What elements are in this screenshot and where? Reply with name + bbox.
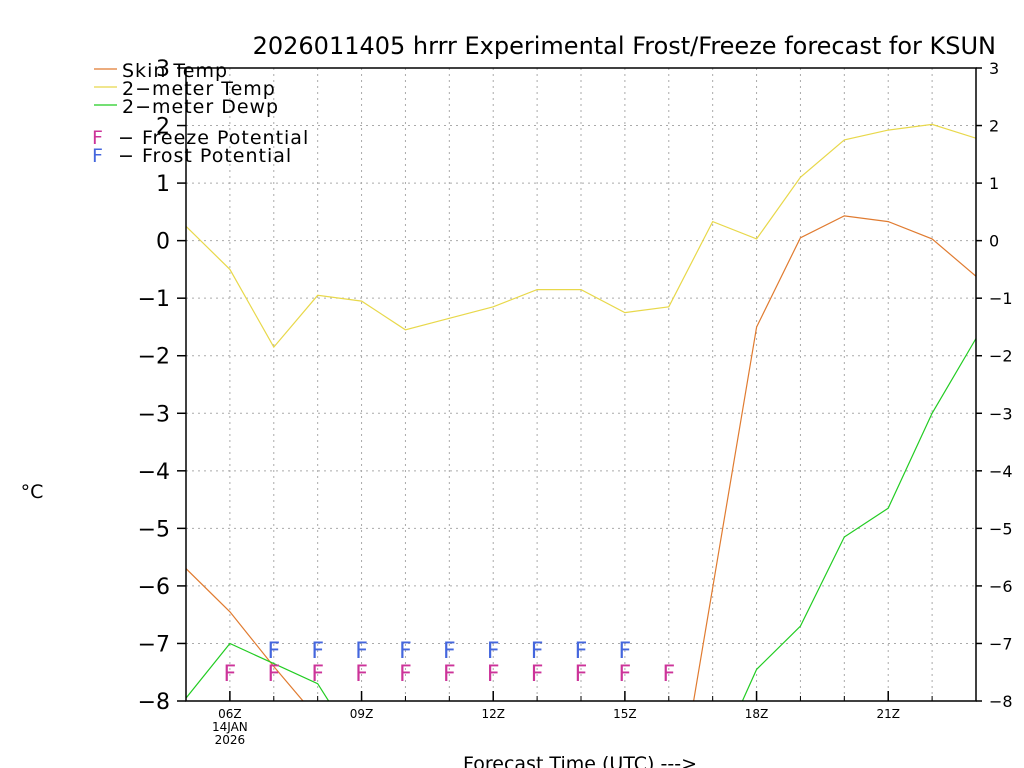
freeze-marker: F — [662, 662, 675, 687]
frost-marker: F — [399, 639, 412, 664]
y-tick-label-left: −2 — [138, 345, 170, 370]
frost-marker: F — [619, 639, 632, 664]
legend-marker-label: − Freeze Potential — [118, 127, 309, 149]
series-line-2-meter-dewp — [186, 338, 976, 701]
legend-marker-glyph: F — [92, 145, 103, 167]
y-tick-label-right: 2 — [989, 117, 999, 136]
y-tick-label-right: 0 — [989, 232, 999, 251]
freeze-marker: F — [487, 662, 500, 687]
y-tick-label-right: −8 — [989, 692, 1013, 711]
y-tick-label-right: 3 — [989, 59, 999, 78]
y-tick-label-left: −6 — [138, 575, 170, 600]
y-tick-label-left: −3 — [138, 402, 170, 427]
series-lines — [186, 123, 976, 701]
frost-marker: F — [311, 639, 324, 664]
freeze-marker: F — [355, 662, 368, 687]
frost-marker: F — [443, 639, 456, 664]
freeze-marker: F — [531, 662, 544, 687]
freeze-marker: F — [267, 662, 280, 687]
frost-marker: F — [355, 639, 368, 664]
y-tick-label-left: 0 — [156, 230, 170, 255]
y-tick-label-right: −1 — [989, 289, 1013, 308]
legend-marker-glyph: F — [92, 127, 103, 149]
frost-marker: F — [531, 639, 544, 664]
chart-title: 2026011405 hrrr Experimental Frost/Freez… — [253, 32, 996, 60]
y-tick-label-right: 1 — [989, 174, 999, 193]
legend-label: 2−meter Temp — [122, 78, 276, 100]
axes: 3 3 2 2 1 1 0 0 −1 −1 −2 −2 −3 −3 −4 −4 −5 −5 −6 −6 −7 −7 −8 −8… — [138, 57, 1013, 747]
series-line-skin-temp — [186, 215, 976, 701]
y-tick-label-left: −4 — [138, 460, 170, 485]
legend-label: Skin Temp — [122, 60, 228, 82]
freeze-marker: F — [443, 662, 456, 687]
y-tick-label-left: 2 — [156, 115, 170, 140]
x-tick-label: 15Z — [613, 707, 637, 721]
series-line-2-meter-temp — [186, 123, 976, 349]
y-axis-label: °C — [21, 481, 44, 503]
frost-marker: F — [575, 639, 588, 664]
legend-marker-label: − Frost Potential — [118, 145, 292, 167]
x-tick-label: 06Z — [218, 707, 242, 721]
x-tick-label: 14JAN — [212, 720, 248, 734]
x-tick-label: 09Z — [350, 707, 374, 721]
x-tick-label: 12Z — [481, 707, 505, 721]
frost-marker: F — [487, 639, 500, 664]
x-tick-label: 18Z — [745, 707, 769, 721]
y-tick-label-right: −5 — [989, 519, 1013, 538]
x-axis-label: Forecast Time (UTC) ---> — [463, 753, 697, 768]
y-tick-label-right: −6 — [989, 577, 1013, 596]
y-tick-label-left: 3 — [156, 57, 170, 82]
y-tick-label-left: −1 — [138, 287, 170, 312]
y-tick-label-right: −2 — [989, 347, 1013, 366]
y-tick-label-left: 1 — [156, 172, 170, 197]
freeze-marker: F — [399, 662, 412, 687]
y-tick-label-left: −7 — [138, 632, 170, 657]
frost-marker: F — [267, 639, 280, 664]
potential-markers: F F F F F F F F F F FF F F F F F F F F — [224, 639, 676, 687]
legend-label: 2−meter Dewp — [122, 96, 279, 118]
freeze-marker: F — [224, 662, 237, 687]
x-tick-label: 2026 — [215, 733, 246, 747]
freeze-marker: F — [311, 662, 324, 687]
freeze-marker: F — [575, 662, 588, 687]
y-tick-label-left: −5 — [138, 517, 170, 542]
y-tick-label-right: −3 — [989, 404, 1013, 423]
x-tick-label: 21Z — [876, 707, 900, 721]
y-tick-label-right: −7 — [989, 634, 1013, 653]
y-tick-label-right: −4 — [989, 462, 1013, 481]
y-tick-label-left: −8 — [138, 690, 170, 715]
freeze-marker: F — [619, 662, 632, 687]
